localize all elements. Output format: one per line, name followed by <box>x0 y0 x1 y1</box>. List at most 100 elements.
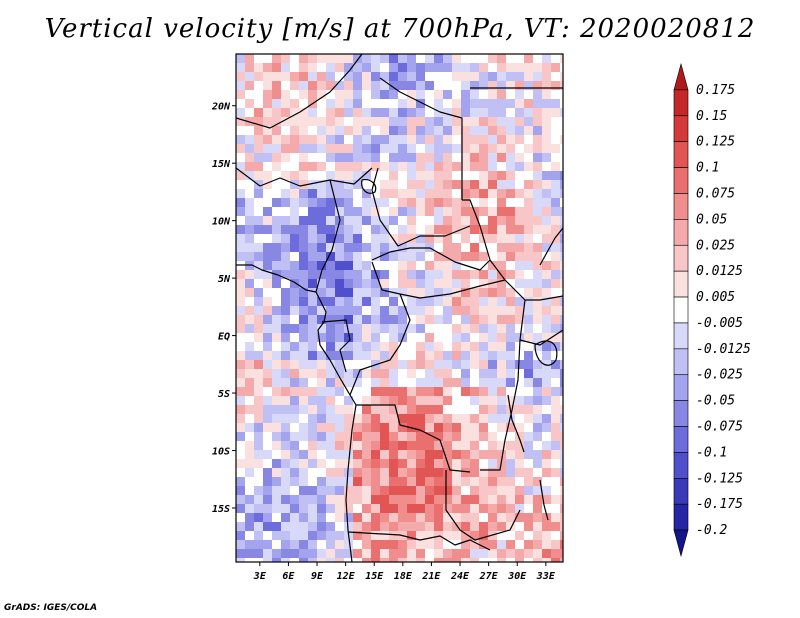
field-cell <box>290 180 300 190</box>
field-cell <box>560 198 563 208</box>
colorbar-swatch <box>673 89 689 117</box>
field-cell <box>281 180 291 190</box>
field-cell <box>380 351 390 361</box>
field-cell <box>335 459 345 469</box>
field-cell <box>425 558 435 562</box>
field-cell <box>254 459 264 469</box>
field-cell <box>371 162 381 172</box>
field-cell <box>506 279 516 289</box>
field-cell <box>407 522 417 532</box>
field-cell <box>362 495 372 505</box>
field-cell <box>326 243 336 253</box>
field-cell <box>299 450 309 460</box>
field-cell <box>380 117 390 127</box>
field-cell <box>272 162 282 172</box>
field-cell <box>479 540 489 550</box>
field-cell <box>344 144 354 154</box>
field-cell <box>470 171 480 181</box>
field-cell <box>488 180 498 190</box>
field-cell <box>488 144 498 154</box>
field-cell <box>443 495 453 505</box>
field-cell <box>452 63 462 73</box>
field-cell <box>263 324 273 334</box>
field-cell <box>326 558 336 562</box>
field-cell <box>380 387 390 397</box>
field-cell <box>533 513 543 523</box>
field-cell <box>344 261 354 271</box>
field-cell <box>290 369 300 379</box>
field-cell <box>560 369 563 379</box>
field-cell <box>254 63 264 73</box>
field-cell <box>560 342 563 352</box>
colorbar-label: -0.1 <box>696 445 727 460</box>
field-cell <box>281 252 291 262</box>
field-cell <box>497 189 507 199</box>
field-cell <box>254 90 264 100</box>
field-cell <box>380 90 390 100</box>
field-cell <box>371 558 381 562</box>
field-cell <box>551 324 561 334</box>
field-cell <box>263 441 273 451</box>
field-cell <box>542 261 552 271</box>
lake-chad <box>361 179 377 194</box>
field-cell <box>335 180 345 190</box>
field-cell <box>263 360 273 370</box>
field-cell <box>263 306 273 316</box>
field-cell <box>497 351 507 361</box>
field-cell <box>326 216 336 226</box>
field-cell <box>479 162 489 172</box>
field-cell <box>434 378 444 388</box>
field-cell <box>407 180 417 190</box>
field-cell <box>443 270 453 280</box>
field-cell <box>308 180 318 190</box>
field-cell <box>506 207 516 217</box>
field-cell <box>443 441 453 451</box>
field-cell <box>317 117 327 127</box>
field-cell <box>362 549 372 559</box>
field-cell <box>317 414 327 424</box>
field-cell <box>236 189 246 199</box>
lat-tick-label: 5N <box>218 274 231 285</box>
field-cell <box>506 117 516 127</box>
field-cell <box>263 198 273 208</box>
field-cell <box>560 234 563 244</box>
field-cell <box>533 306 543 316</box>
field-cell <box>479 288 489 298</box>
field-cell <box>299 351 309 361</box>
field-cell <box>425 297 435 307</box>
colorbar-swatch <box>673 219 689 246</box>
field-cell <box>497 558 507 562</box>
field-cell <box>263 108 273 118</box>
field-cell <box>398 522 408 532</box>
field-cell <box>452 360 462 370</box>
field-cell <box>398 261 408 271</box>
field-cell <box>551 108 561 118</box>
field-cell <box>362 72 372 82</box>
field-cell <box>236 549 246 559</box>
field-cell <box>479 153 489 163</box>
field-cell <box>380 270 390 280</box>
field-cell <box>551 297 561 307</box>
field-cell <box>560 378 563 388</box>
field-cell <box>254 477 264 487</box>
field-cell <box>344 189 354 199</box>
colorbar-swatch <box>673 478 689 505</box>
field-cell <box>389 72 399 82</box>
field-cell <box>263 153 273 163</box>
field-cell <box>416 135 426 145</box>
field-cell <box>560 117 563 127</box>
field-cell <box>245 396 255 406</box>
field-cell <box>290 558 300 562</box>
field-cell <box>488 270 498 280</box>
field-cell <box>335 270 345 280</box>
field-cell <box>299 234 309 244</box>
field-cell <box>326 324 336 334</box>
map-frame <box>235 53 564 563</box>
field-cell <box>236 387 246 397</box>
field-cell <box>533 144 543 154</box>
field-cell <box>299 468 309 478</box>
border-south-a <box>347 531 491 551</box>
field-cell <box>443 126 453 136</box>
field-cell <box>452 126 462 136</box>
field-cell <box>290 522 300 532</box>
